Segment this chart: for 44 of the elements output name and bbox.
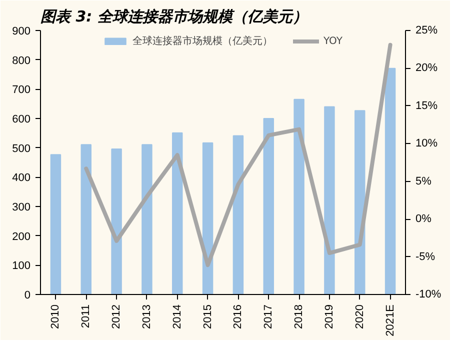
y2-tick-label: 15% (416, 100, 438, 112)
bar (384, 68, 396, 294)
legend-label: YOY (324, 36, 344, 46)
x-tick-label: 2021E (384, 304, 396, 336)
bar (111, 148, 122, 294)
x-tick-label: 2016 (232, 304, 244, 329)
y2-tick-label: -5% (416, 250, 436, 263)
x-tick-label: 2010 (50, 304, 62, 329)
y2-tick-label: 20% (416, 62, 438, 74)
bar (324, 106, 335, 294)
bar (232, 135, 244, 294)
y-tick-label: 300 (12, 202, 31, 214)
y2-tick-label: 5% (416, 175, 432, 188)
y-tick-label: 700 (12, 84, 31, 96)
chart-title: 图表 3: 全球连接器市场规模（亿美元） (40, 8, 308, 26)
y2-tick-label: 25% (416, 24, 438, 36)
bar (263, 118, 274, 294)
y2-tick-label: 0% (416, 213, 432, 226)
bar (294, 98, 304, 294)
bar (142, 144, 152, 294)
x-tick-label: 2012 (110, 304, 123, 329)
bar (80, 144, 92, 294)
bar (50, 154, 62, 294)
y2-tick-label: 10% (416, 138, 438, 150)
y2-tick-label: -10% (416, 288, 442, 300)
y-tick-label: 800 (12, 54, 31, 67)
y-tick-label: 200 (12, 230, 31, 243)
y-tick-label: 0 (24, 290, 31, 302)
legend-label: 全球连接器市场规模（亿美元） (132, 34, 272, 48)
x-tick-label: 2019 (323, 304, 336, 329)
x-tick-label: 2015 (202, 304, 214, 329)
y-tick-label: 100 (12, 260, 31, 272)
x-tick-label: 2013 (140, 304, 153, 329)
y-tick-label: 600 (12, 114, 31, 126)
x-tick-label: 2014 (171, 304, 184, 329)
x-tick-label: 2011 (80, 304, 92, 328)
x-tick-label: 2017 (262, 304, 275, 329)
x-tick-label: 2020 (354, 304, 366, 329)
y-tick-label: 900 (12, 26, 31, 38)
y-tick-label: 500 (12, 142, 31, 155)
y-tick-label: 400 (12, 172, 31, 184)
bar (354, 110, 366, 294)
x-tick-label: 2018 (293, 304, 306, 329)
bar (172, 132, 183, 294)
